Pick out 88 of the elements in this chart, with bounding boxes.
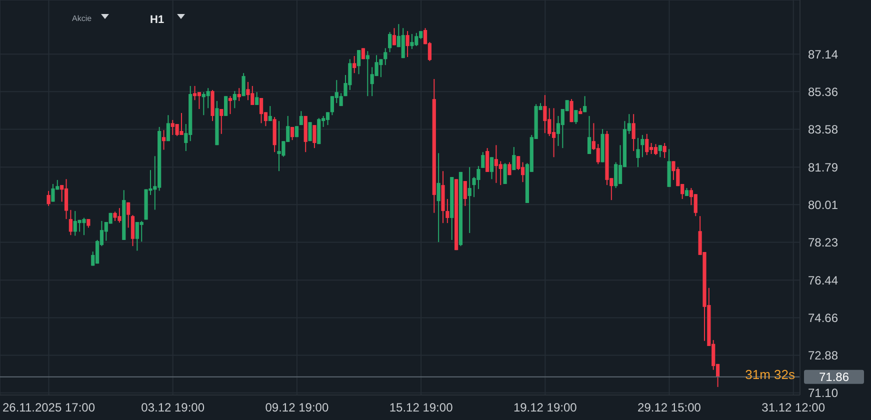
candlestick — [498, 160, 502, 186]
y-tick-label: 85.36 — [808, 84, 838, 99]
candlestick — [82, 217, 86, 236]
candlestick — [512, 146, 516, 171]
candlestick — [490, 156, 494, 180]
candlestick — [232, 90, 236, 109]
candlestick — [468, 166, 472, 234]
y-tick-label: 76.44 — [808, 273, 838, 288]
candlestick — [224, 96, 228, 116]
candlestick — [180, 112, 184, 136]
candlestick — [140, 220, 144, 242]
y-tick-label: 81.79 — [808, 160, 838, 174]
candlestick — [384, 48, 388, 66]
candlestick — [596, 144, 600, 165]
candlestick — [587, 115, 592, 154]
candlestick — [543, 94, 547, 134]
ref-line-label: 71.86 — [818, 370, 850, 384]
y-tick-label: 74.66 — [808, 310, 838, 325]
annotation: Akcie — [72, 14, 92, 23]
x-tick-label: 31.12 12:00 — [762, 400, 826, 415]
candlestick — [410, 34, 414, 50]
candlestick — [406, 30, 410, 58]
candlestick — [197, 92, 202, 110]
candlestick — [658, 144, 662, 158]
x-tick-label: 09.12 19:00 — [265, 400, 329, 415]
x-tick-label: 15.12 19:00 — [389, 400, 454, 415]
candlestick — [242, 72, 246, 97]
candlestick — [130, 214, 135, 247]
candlestick — [662, 142, 666, 158]
candlestick — [237, 88, 241, 102]
candlestick — [68, 209, 72, 236]
candlestick — [308, 122, 312, 142]
candlestick — [392, 28, 396, 46]
y-tick-label: 80.01 — [808, 198, 838, 212]
candlestick — [366, 50, 370, 97]
candlestick — [570, 98, 574, 123]
x-tick-label: 03.12 19:00 — [141, 400, 205, 415]
candlestick — [126, 202, 130, 228]
candlestick — [193, 85, 197, 101]
candlestick — [636, 137, 640, 168]
y-tick-label: 78.23 — [808, 236, 838, 250]
candlestick — [352, 55, 356, 74]
candlestick — [516, 156, 520, 171]
candlestick — [401, 28, 405, 59]
candlestick — [290, 126, 294, 141]
candlestick — [486, 148, 490, 172]
candlestick — [574, 110, 578, 124]
candlestick — [446, 198, 450, 224]
candlestick — [255, 92, 259, 106]
candlestick — [206, 88, 210, 109]
candlestick — [64, 178, 68, 220]
candlestick — [694, 194, 698, 217]
candlestick — [277, 120, 281, 172]
candlestick — [299, 110, 303, 126]
annotation: 31m 32s — [745, 367, 796, 382]
x-tick-label: 29.12 15:00 — [638, 400, 702, 415]
y-tick-label: 83.58 — [808, 122, 838, 137]
candlestick — [356, 50, 361, 75]
candlestick — [508, 162, 512, 176]
candlestick — [503, 162, 507, 184]
candlestick — [166, 114, 170, 142]
y-tick-label: 71.10 — [808, 386, 838, 400]
x-tick-label: 26.11.2025 17:00 — [2, 400, 96, 415]
candlestick — [46, 190, 50, 206]
candlestick — [339, 92, 343, 107]
candlestick — [259, 98, 264, 124]
candlestick — [632, 114, 636, 152]
candlestick — [463, 180, 467, 206]
candlestick — [312, 124, 316, 149]
candlestick — [228, 96, 232, 115]
candlestick — [162, 130, 166, 150]
candlestick — [654, 144, 658, 156]
y-tick-label: 87.14 — [808, 47, 838, 62]
candlestick — [326, 112, 330, 126]
annotation: H1 — [150, 14, 164, 26]
candlestick — [481, 152, 485, 168]
candlestick — [220, 108, 224, 134]
candlestick — [268, 106, 272, 122]
candlestick — [645, 133, 649, 156]
candlestick — [51, 183, 55, 202]
candlestick — [436, 152, 440, 243]
candlestick — [246, 81, 250, 101]
y-tick-label: 72.88 — [808, 348, 838, 363]
x-tick-label: 19.12 19:00 — [513, 400, 578, 415]
candlestick — [388, 32, 392, 53]
candlestick — [614, 162, 618, 188]
candlestick — [583, 96, 587, 113]
candlestick — [640, 134, 644, 158]
